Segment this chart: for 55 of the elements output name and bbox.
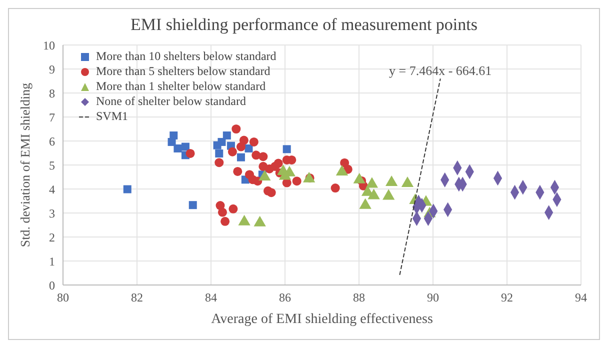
y-tick-label: 0 (49, 278, 55, 292)
point (186, 148, 195, 158)
point (385, 176, 398, 186)
point (170, 131, 178, 140)
legend-label: None of shelter below standard (96, 94, 246, 109)
y-tick-label: 8 (49, 86, 55, 100)
annotation: y = 7.464x - 664.61 (389, 63, 492, 79)
point (123, 185, 132, 194)
legend-label: More than 10 shelters below standard (96, 49, 276, 64)
point (274, 158, 283, 168)
point (218, 138, 226, 146)
x-tick-label: 88 (353, 290, 365, 305)
x-tick-label: 92 (501, 290, 513, 305)
point (249, 137, 258, 146)
y-tick-label: 6 (49, 134, 55, 148)
x-tick-label: 80 (57, 290, 69, 305)
y-tick-label: 7 (49, 110, 55, 124)
chart-title: EMI shielding performance of measurement points (130, 14, 478, 36)
point (282, 145, 291, 154)
y-tick-label: 1 (49, 254, 55, 268)
y-tick-label: 10 (43, 38, 55, 52)
point (174, 144, 182, 152)
y-axis-title: Std. deviation of EMI shielding (18, 82, 33, 248)
legend-label: More than 1 shelter below standard (96, 79, 266, 94)
legend-label: SVM1 (96, 109, 128, 124)
x-tick-label: 94 (575, 290, 587, 305)
y-tick-label: 5 (49, 158, 55, 172)
y-tick-label: 9 (49, 62, 55, 76)
x-axis-title: Average of EMI shielding effectiveness (211, 312, 433, 327)
point (181, 142, 190, 151)
legend-label: More than 5 shelters below standard (96, 64, 270, 79)
point (244, 144, 253, 152)
point (228, 204, 238, 214)
point (214, 158, 224, 168)
point (266, 188, 276, 198)
point (215, 149, 224, 158)
x-tick-label: 86 (279, 290, 291, 305)
point (218, 208, 227, 217)
point (228, 147, 237, 156)
y-tick-label: 3 (49, 206, 55, 220)
point (233, 166, 242, 176)
point (236, 142, 246, 152)
point (330, 184, 340, 193)
point (258, 152, 268, 162)
point (236, 153, 245, 162)
point (222, 131, 231, 140)
point (188, 201, 197, 210)
x-tick-label: 90 (427, 290, 439, 305)
y-tick-label: 4 (49, 182, 55, 196)
x-tick-label: 82 (131, 290, 143, 305)
point (292, 176, 302, 186)
y-tick-label: 2 (49, 230, 55, 244)
point (232, 124, 241, 134)
point (220, 216, 230, 226)
x-tick-label: 84 (205, 290, 217, 305)
